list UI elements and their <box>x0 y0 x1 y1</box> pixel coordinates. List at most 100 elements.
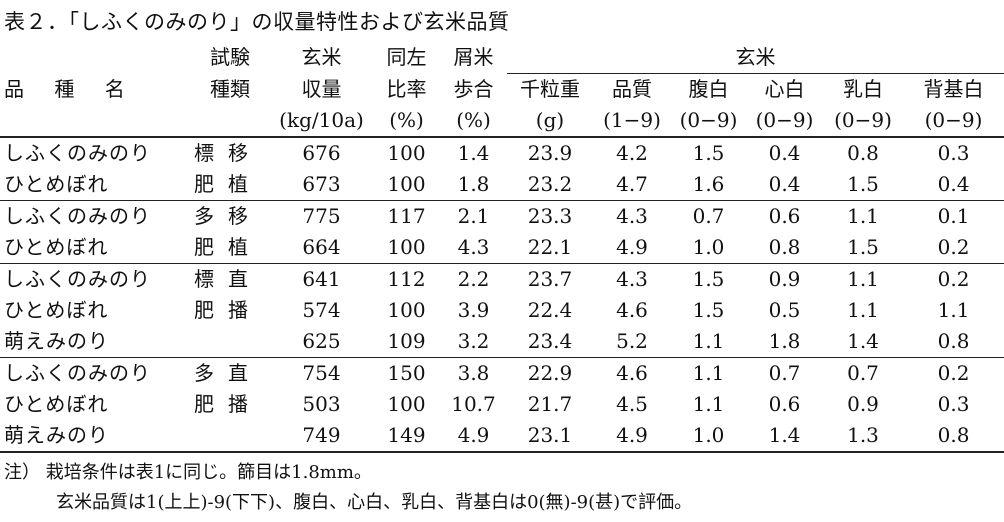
cell-variety-name: 萌えみのり <box>4 329 109 353</box>
cell-kernel: 22.9 <box>527 361 573 385</box>
cell-back: 1.1 <box>937 298 970 322</box>
cell-quality: 4.6 <box>616 298 648 322</box>
cell-quality: 4.6 <box>616 361 648 385</box>
cell-yield: 664 <box>302 235 341 259</box>
cell-quality: 4.2 <box>616 141 648 165</box>
cell-back: 0.8 <box>937 423 970 447</box>
cell-quality: 4.7 <box>616 172 648 196</box>
table-notes: 注） 栽培条件は表1に同じ。篩目は1.8mm。 玄米品質は1(上上)-9(下下)… <box>4 458 692 518</box>
cell-kernel: 23.3 <box>527 204 573 228</box>
cell-quality: 5.2 <box>616 329 648 353</box>
header-back-white: 背基白 <box>923 77 984 101</box>
note-line-2: 玄米品質は1(上上)-9(下下)、腹白、心白、乳白、背基白は0(無)-9(甚)で… <box>56 492 693 513</box>
cell-yield: 625 <box>302 329 341 353</box>
cell-milky: 1.1 <box>847 267 879 291</box>
cell-heart: 0.6 <box>768 392 801 416</box>
cell-yield: 673 <box>302 172 341 196</box>
cell-ratio: 100 <box>387 172 426 196</box>
cell-back: 0.3 <box>937 392 970 416</box>
header-name-blank <box>0 42 190 74</box>
cell-heart: 0.4 <box>768 172 801 196</box>
cell-variety-name: しふくのみのり <box>4 361 151 385</box>
cell-yield: 574 <box>302 298 341 322</box>
cell-quality: 4.9 <box>616 423 648 447</box>
header-kernel-weight: 千粒重 <box>520 77 580 101</box>
cell-yield: 749 <box>302 423 341 447</box>
cell-waste: 3.8 <box>457 361 490 385</box>
cell-quality: 4.9 <box>616 235 648 259</box>
cell-belly: 1.1 <box>692 392 725 416</box>
results-table: 試験 玄米 同左 屑米 玄米 品 種 名 種類 収量 比率 歩合 千粒重 品質 … <box>0 42 1004 453</box>
cell-belly: 1.0 <box>692 235 725 259</box>
cell-belly: 1.5 <box>692 298 725 322</box>
header-yield-unit: (kg/10a) <box>279 108 364 132</box>
cell-ratio: 112 <box>387 267 426 291</box>
cell-back: 0.8 <box>937 329 970 353</box>
cell-heart: 0.5 <box>768 298 801 322</box>
cell-waste: 1.8 <box>457 172 490 196</box>
cell-trial-type: 標移 <box>194 141 262 165</box>
cell-ratio: 150 <box>387 361 426 385</box>
header-unit-blank <box>0 105 190 137</box>
cell-heart: 0.6 <box>768 204 801 228</box>
cell-variety-name: ひとめぼれ <box>4 235 109 259</box>
header-kernel-unit: (g) <box>535 108 565 132</box>
cell-waste: 2.1 <box>457 204 490 228</box>
header-trial: 試験 <box>210 45 250 70</box>
cell-kernel: 23.7 <box>527 267 573 291</box>
cell-ratio: 100 <box>387 392 426 416</box>
table-row: 萌えみのり 749 149 4.9 23.1 4.9 1.0 1.4 1.3 0.8 <box>0 420 1004 452</box>
cell-back: 0.1 <box>937 204 970 228</box>
table-row: ひとめぼれ 肥植 673 100 1.8 23.2 4.7 1.6 0.4 1.5 0.4 <box>0 169 1004 201</box>
cell-milky: 1.5 <box>847 235 879 259</box>
header-quality: 品質 <box>612 77 652 101</box>
cell-trial-type: 肥播 <box>194 392 262 416</box>
table-row: ひとめぼれ 肥植 664 100 4.3 22.1 4.9 1.0 0.8 1.5 0.2 <box>0 232 1004 264</box>
cell-belly: 1.5 <box>692 141 725 165</box>
header-milky-white: 乳白 <box>843 77 883 101</box>
cell-belly: 1.1 <box>692 361 725 385</box>
cell-back: 0.2 <box>937 235 970 259</box>
cell-milky: 0.9 <box>847 392 879 416</box>
cell-milky: 1.1 <box>847 204 879 228</box>
cell-quality: 4.5 <box>616 392 648 416</box>
table-row: ひとめぼれ 肥播 503 100 10.7 21.7 4.5 1.1 0.6 0.9 0.3 <box>0 389 1004 420</box>
cell-milky: 1.1 <box>847 298 879 322</box>
cell-waste: 2.2 <box>457 267 490 291</box>
cell-belly: 0.7 <box>692 204 725 228</box>
table-row: しふくのみのり 標移 676 100 1.4 23.9 4.2 1.5 0.4 0.8 0.3 <box>0 137 1004 169</box>
table-row: ひとめぼれ 肥播 574 100 3.9 22.4 4.6 1.5 0.5 1.1 1.1 <box>0 295 1004 326</box>
header-trial-type: 種類 <box>210 76 250 101</box>
cell-milky: 0.8 <box>847 141 879 165</box>
header-brown-rice-group: 玄米 <box>507 42 1004 74</box>
cell-trial-type: 肥播 <box>194 298 262 322</box>
cell-quality: 4.3 <box>616 267 648 291</box>
header-variety-name: 品 種 名 <box>4 76 137 101</box>
cell-variety-name: ひとめぼれ <box>4 298 109 322</box>
cell-quality: 4.3 <box>616 204 648 228</box>
cell-variety-name: しふくのみのり <box>4 204 151 228</box>
cell-milky: 0.7 <box>847 361 879 385</box>
header-unit-blank-2 <box>190 105 270 137</box>
cell-kernel: 23.1 <box>527 423 573 447</box>
cell-heart: 0.4 <box>768 141 801 165</box>
cell-kernel: 22.4 <box>527 298 573 322</box>
cell-yield: 641 <box>302 267 341 291</box>
table-header: 試験 玄米 同左 屑米 玄米 品 種 名 種類 収量 比率 歩合 千粒重 品質 … <box>0 42 1004 137</box>
cell-yield: 503 <box>302 392 341 416</box>
cell-back: 0.3 <box>937 141 970 165</box>
header-ratio-unit: (%) <box>389 108 424 132</box>
cell-heart: 0.7 <box>768 361 801 385</box>
cell-ratio: 100 <box>387 235 426 259</box>
cell-belly: 1.6 <box>692 172 725 196</box>
cell-belly: 1.5 <box>692 267 725 291</box>
cell-ratio: 149 <box>387 423 426 447</box>
cell-ratio: 109 <box>387 329 426 353</box>
header-back-unit: (0−9) <box>924 108 983 132</box>
cell-heart: 0.9 <box>768 267 801 291</box>
table-row: 萌えみのり 625 109 3.2 23.4 5.2 1.1 1.8 1.4 0.8 <box>0 326 1004 358</box>
cell-kernel: 23.2 <box>527 172 573 196</box>
cell-variety-name: しふくのみのり <box>4 267 151 291</box>
cell-waste: 4.3 <box>457 235 490 259</box>
cell-trial-type: 標直 <box>194 267 262 291</box>
